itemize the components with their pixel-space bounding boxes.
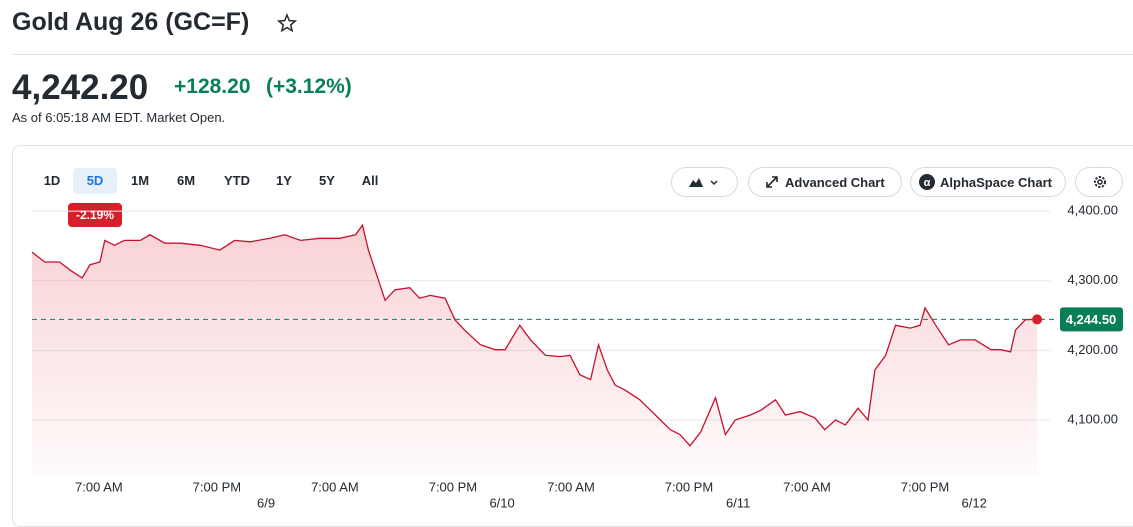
button-label: Advanced Chart bbox=[785, 175, 885, 190]
price: 4,242.20 bbox=[12, 68, 149, 107]
range-button[interactable]: All bbox=[361, 173, 379, 188]
y-tick-label: 4,100.00 bbox=[1067, 411, 1118, 426]
alphaspace-icon: α bbox=[919, 174, 935, 190]
x-tick-label: 7:00 AM bbox=[311, 479, 359, 494]
date-tick-label: 6/10 bbox=[489, 495, 514, 510]
svg-text:α: α bbox=[924, 177, 931, 189]
range-button[interactable]: 1M bbox=[130, 173, 150, 188]
last-price-label: 4,244.50 bbox=[1066, 312, 1117, 327]
x-tick-label: 7:00 PM bbox=[193, 479, 241, 494]
title: Gold Aug 26 (GC=F) bbox=[12, 8, 250, 36]
chart-type-icon bbox=[689, 178, 718, 187]
range-button[interactable]: 1Y bbox=[276, 173, 292, 188]
button-label: AlphaSpace Chart bbox=[940, 175, 1052, 190]
y-tick-label: 4,300.00 bbox=[1067, 272, 1118, 287]
gear-icon bbox=[1094, 176, 1106, 188]
area bbox=[32, 225, 1038, 475]
as-of: As of 6:05:18 AM EDT. Market Open. bbox=[12, 110, 226, 125]
last-price-box bbox=[1060, 307, 1123, 332]
expand-icon bbox=[766, 176, 778, 188]
x-tick-label: 7:00 AM bbox=[75, 479, 123, 494]
y-tick-label: 4,400.00 bbox=[1067, 203, 1118, 218]
x-tick-label: 7:00 AM bbox=[783, 479, 831, 494]
date-tick-label: 6/12 bbox=[962, 495, 987, 510]
x-tick-label: 7:00 PM bbox=[665, 479, 713, 494]
range-button[interactable]: YTD bbox=[224, 173, 250, 188]
x-tick-label: 7:00 AM bbox=[547, 479, 595, 494]
date-tick-label: 6/9 bbox=[257, 495, 275, 510]
divider bbox=[12, 54, 1133, 55]
advanced-chart-button[interactable]: Advanced Chart bbox=[748, 167, 902, 197]
range-button[interactable]: 5D bbox=[73, 168, 117, 194]
change: +128.20 bbox=[174, 75, 251, 98]
y-tick-label: 4,200.00 bbox=[1067, 342, 1118, 357]
x-tick-label: 7:00 PM bbox=[429, 479, 477, 494]
x-tick-label: 7:00 PM bbox=[901, 479, 949, 494]
range-button[interactable]: 6M bbox=[176, 173, 196, 188]
date-tick-label: 6/11 bbox=[726, 495, 750, 510]
range-button[interactable]: 5Y bbox=[319, 173, 335, 188]
alphaspace-chart-button[interactable]: α AlphaSpace Chart bbox=[910, 167, 1066, 197]
settings-button[interactable] bbox=[1075, 167, 1123, 197]
chart-type-button[interactable] bbox=[671, 167, 738, 197]
star-icon[interactable] bbox=[277, 13, 297, 33]
change-percent: (+3.12%) bbox=[266, 75, 352, 98]
last-point bbox=[1032, 314, 1043, 325]
price-line bbox=[31, 223, 1038, 447]
range-button[interactable]: 1D bbox=[43, 173, 61, 188]
